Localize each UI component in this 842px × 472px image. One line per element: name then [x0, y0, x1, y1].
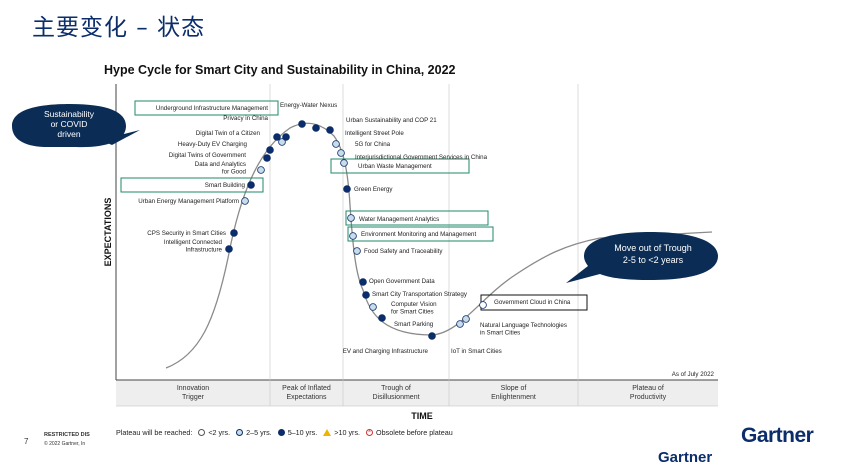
tech-marker: [273, 133, 281, 141]
tech-marker: [349, 232, 357, 240]
tech-label: CPS Security in Smart Cities: [147, 230, 226, 237]
tech-label: Natural Language Technologies in Smart Ci…: [480, 322, 567, 337]
tech-marker: [225, 245, 233, 253]
legend-label: 5–10 yrs.: [287, 428, 318, 437]
tech-label: Urban Waste Management: [358, 163, 432, 170]
tech-label: Data and Analytics for Good: [195, 161, 247, 176]
legend-triangle-icon: [323, 429, 332, 436]
tech-marker: [266, 146, 274, 154]
tech-marker: [369, 303, 377, 311]
tech-marker: [278, 138, 286, 146]
tech-marker: [340, 159, 348, 167]
phase-band: [116, 380, 718, 406]
tech-marker: [337, 149, 345, 157]
legend-item: × Obsolete before plateau: [366, 428, 453, 437]
x-axis-label: TIME: [411, 411, 433, 421]
tech-marker: [257, 166, 265, 174]
tech-marker: [230, 229, 238, 237]
highlight-box: [330, 158, 470, 174]
legend-item: 2–5 yrs.: [236, 428, 272, 437]
copyright: © 2022 Gartner, In: [44, 441, 86, 447]
tech-marker: [282, 133, 290, 141]
chart-legend: Plateau will be reached: <2 yrs. 2–5 yrs.…: [116, 428, 453, 437]
tech-label: Intelligent Connected Infrastructure: [164, 239, 223, 254]
tech-label: Urban Energy Management Platform: [138, 198, 239, 205]
callout-left-text: Sustainability or COVID driven: [44, 109, 95, 139]
tech-label: 5G for China: [355, 141, 391, 148]
tech-label: Digital Twin of a Citizen: [196, 130, 261, 137]
tech-label: Computer Vision for Smart Cities: [391, 301, 437, 316]
legend-dot-icon: [198, 429, 206, 436]
gartner-logo-slide: Gartner: [741, 424, 814, 447]
phase-label: Peak of Inflated Expectations: [282, 385, 331, 401]
tech-label: Urban Sustainability and COP 21: [346, 117, 437, 124]
tech-label: Environment Monitoring and Management: [361, 231, 477, 238]
tech-marker: [359, 278, 367, 286]
callout-left: [12, 104, 140, 148]
tech-marker: [298, 120, 306, 128]
tech-label: Privacy in China: [223, 115, 268, 122]
highlight-box: [134, 100, 279, 116]
tech-marker: [378, 314, 386, 322]
tech-label: Smart Parking: [394, 321, 434, 328]
tech-marker: [263, 154, 271, 162]
highlight-box: [120, 177, 264, 193]
tech-label: Food Safety and Traceability: [364, 248, 443, 255]
tech-marker: [241, 197, 249, 205]
tech-label: Digital Twins of Government: [169, 152, 247, 159]
tech-label: Government Cloud in China: [494, 299, 571, 306]
legend-label: >10 yrs.: [334, 428, 361, 437]
tech-marker: [428, 332, 436, 340]
gartner-logo-chart: Gartner: [658, 449, 713, 466]
legend-dot-icon: [236, 429, 244, 436]
legend-item: 5–10 yrs.: [277, 428, 318, 437]
tech-marker: [332, 140, 340, 148]
tech-label: Green Energy: [354, 186, 393, 193]
legend-item: <2 yrs.: [198, 428, 230, 437]
tech-label: Water Management Analytics: [359, 216, 439, 223]
restricted-label: RESTRICTED DIS: [44, 432, 90, 438]
y-axis-label: EXPECTATIONS: [103, 198, 113, 267]
tech-marker: [312, 124, 320, 132]
tech-marker: [353, 247, 361, 255]
tech-marker: [326, 126, 334, 134]
phase-label: Innovation Trigger: [177, 385, 209, 401]
tech-marker: [347, 214, 355, 222]
tech-label: Interjurisdictional Government Services …: [355, 154, 488, 161]
tech-marker: [247, 181, 255, 189]
tech-marker: [479, 301, 487, 309]
legend-obsolete-icon: ×: [366, 429, 374, 436]
tech-label: Smart Building: [205, 182, 246, 189]
callout-right: [566, 232, 718, 283]
phase-label: Plateau of Productivity: [630, 385, 667, 401]
tech-label: EV and Charging Infrastructure: [343, 348, 429, 355]
tech-label: IoT in Smart Cities: [451, 348, 502, 355]
tech-label: Underground Infrastructure Management: [156, 105, 268, 112]
legend-label: Obsolete before plateau: [376, 428, 453, 437]
slide-title: 主要变化 – 状态: [32, 15, 206, 41]
as-of-note: As of July 2022: [672, 371, 715, 378]
tech-marker: [456, 320, 464, 328]
tech-label: Energy-Water Nexus: [280, 102, 337, 109]
legend-item: >10 yrs.: [323, 428, 360, 437]
highlight-box: [347, 226, 494, 242]
legend-label: 2–5 yrs.: [246, 428, 272, 437]
phase-label: Slope of Enlightenment: [491, 385, 536, 401]
chart-title: Hype Cycle for Smart City and Sustainabi…: [104, 63, 456, 77]
highlight-box: [345, 210, 489, 226]
tech-label: Smart City Transportation Strategy: [372, 291, 468, 298]
legend-title: Plateau will be reached:: [116, 428, 193, 437]
tech-marker: [343, 185, 351, 193]
tech-marker: [462, 315, 470, 323]
tech-label: Open Government Data: [369, 278, 435, 285]
tech-marker: [362, 291, 370, 299]
tech-label: Heavy-Duty EV Charging: [178, 141, 248, 148]
callout-right-text: Move out of Trough 2-5 to <2 years: [614, 243, 692, 265]
legend-label: <2 yrs.: [208, 428, 231, 437]
legend-dot-icon: [277, 429, 285, 436]
tech-label: Intelligent Street Pole: [345, 130, 404, 137]
page-number: 7: [24, 437, 29, 446]
phase-label: Trough of Disillusionment: [372, 385, 419, 401]
